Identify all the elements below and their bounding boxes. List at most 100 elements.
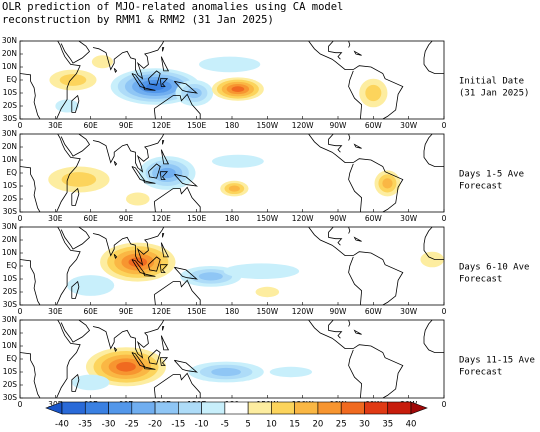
lon-label: 0 (442, 121, 447, 130)
coastline (308, 227, 354, 256)
colorbar-box (317, 401, 342, 415)
anomaly-shade (255, 286, 280, 298)
colorbar-label: -25 (125, 420, 139, 430)
coastline (328, 320, 343, 339)
coastline (143, 366, 156, 370)
lon-label: 90E (119, 307, 134, 316)
coastline (423, 41, 444, 74)
coastline (353, 143, 362, 149)
lat-label: 10S (3, 274, 18, 283)
colorbar-label: 25 (336, 420, 347, 430)
coastline (353, 158, 404, 212)
coastline (148, 70, 161, 86)
lon-label: 60E (84, 121, 99, 130)
lat-label: 20N (2, 235, 17, 244)
coastline (159, 171, 169, 180)
coastline (308, 41, 354, 70)
lat-label: 30S (3, 300, 18, 309)
colorbar-box (387, 401, 412, 415)
coastline (353, 329, 362, 335)
coastline (159, 357, 169, 366)
lon-label: 0 (18, 121, 23, 130)
lon-label: 0 (442, 400, 447, 409)
anomaly-shade (382, 178, 393, 189)
panel-label: (31 Jan 2025) (459, 89, 529, 99)
lon-label: 120E (152, 214, 171, 223)
coastline (162, 326, 165, 331)
panel-label: Days 11-15 Ave (459, 356, 535, 366)
lon-label: 30W (400, 307, 418, 316)
anomaly-shade (223, 263, 300, 280)
colorbar-label: 40 (406, 420, 417, 430)
lat-label: 20S (3, 380, 18, 389)
anomaly-shade (158, 167, 176, 179)
coastline (423, 320, 444, 353)
lon-label: 0 (18, 400, 23, 409)
lon-label: 30W (400, 121, 418, 130)
lon-label: 30W (400, 214, 418, 223)
anomaly-shade (211, 154, 264, 168)
lat-label: 20N (2, 49, 17, 58)
lat-label: 30N (2, 129, 17, 138)
coastline (20, 73, 41, 119)
coastline (353, 251, 404, 305)
lat-label: 10N (2, 155, 17, 164)
anomaly-shade (55, 99, 79, 113)
anomaly-shade (128, 257, 148, 267)
coastline (353, 50, 362, 56)
colorbar-label: -20 (148, 420, 162, 430)
lat-label: 10N (2, 248, 17, 257)
coastline (160, 149, 170, 165)
coastline (148, 256, 161, 272)
coastline (154, 372, 201, 398)
colorbar-label: 20 (313, 420, 324, 430)
anomaly-shade (420, 251, 444, 268)
panel-label: Forecast (459, 368, 502, 378)
coastline (153, 294, 156, 305)
lat-label: 20S (3, 287, 18, 296)
coastline (60, 41, 91, 64)
coastline (348, 70, 363, 119)
coastline (348, 163, 363, 212)
coastline (60, 227, 91, 250)
lat-label: 20N (2, 328, 17, 337)
anomaly-shade (231, 86, 245, 92)
lat-label: 20N (2, 142, 17, 151)
lon-label: 0 (442, 307, 447, 316)
lon-label: 150W (256, 307, 278, 316)
coastline (92, 41, 165, 80)
panel-label: Days 6-10 Ave (459, 263, 529, 273)
coastline (174, 80, 198, 94)
coastline (71, 280, 80, 299)
lon-label: 60E (84, 307, 99, 316)
coastline (153, 201, 156, 212)
colorbar-label: 35 (382, 420, 393, 430)
lat-label: 20S (3, 194, 18, 203)
coastline (56, 320, 81, 398)
lat-label: 10N (2, 341, 17, 350)
anomaly-shade (198, 272, 223, 281)
lon-label: 90W (330, 307, 348, 316)
lat-label: 30N (2, 222, 17, 231)
lon-label: 120W (292, 214, 314, 223)
coastline (348, 227, 351, 234)
coastline (328, 227, 343, 246)
lat-label: 10N (2, 62, 17, 71)
map-panel (20, 227, 444, 305)
anomaly-shade (59, 74, 87, 86)
coastline (20, 352, 41, 398)
coastline (148, 349, 161, 365)
coastline (20, 259, 41, 305)
coastline (159, 78, 169, 87)
coastline (423, 227, 444, 260)
lon-label: 120W (292, 307, 314, 316)
coastline (174, 359, 198, 373)
coastline (162, 140, 165, 145)
coastline (143, 180, 156, 184)
lat-label: 30N (2, 36, 17, 45)
map-panel (20, 320, 444, 398)
lat-label: 10S (3, 181, 18, 190)
coastline (20, 166, 41, 212)
colorbar-arrow (410, 401, 428, 415)
